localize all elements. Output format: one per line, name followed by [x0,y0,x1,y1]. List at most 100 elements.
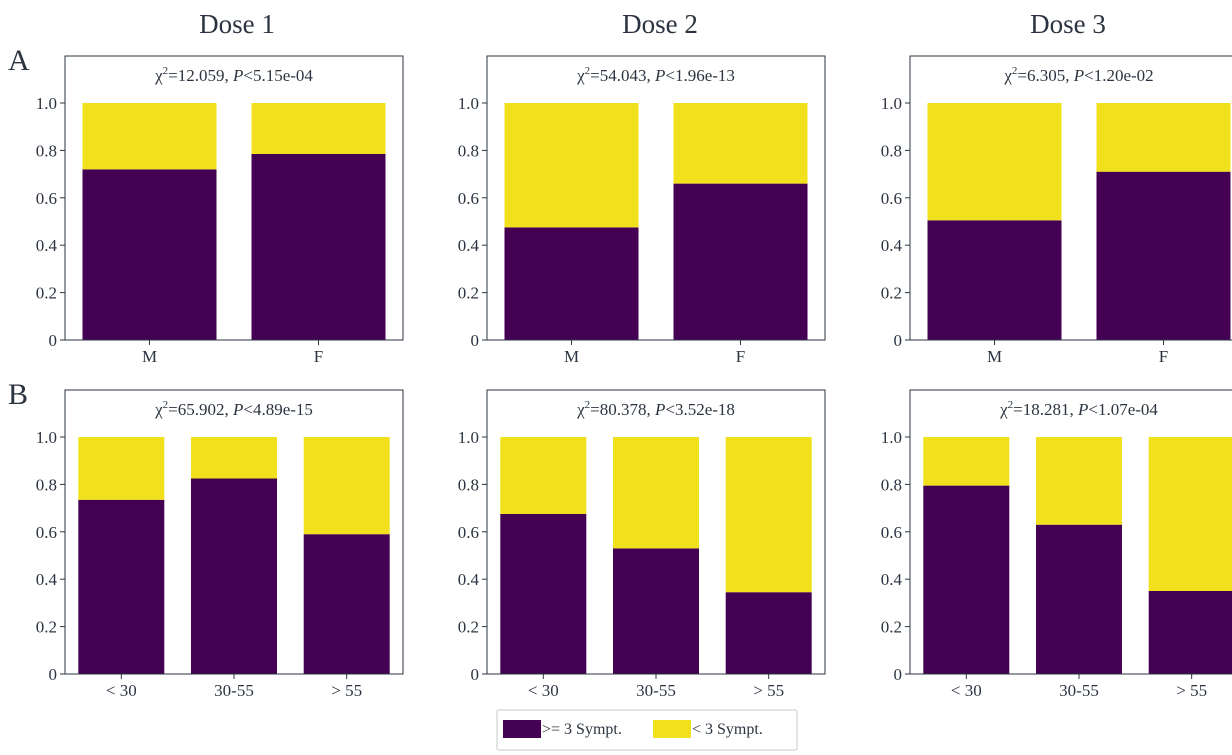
x-tick-label-a-dose3-0: M [987,347,1002,366]
y-tick-label-b-dose1-0: 0 [49,665,58,684]
y-tick-label-a-dose1-3: 0.6 [36,189,57,208]
column-title-dose-3: Dose 3 [1030,9,1106,39]
y-tick-label-a-dose2-2: 0.4 [458,236,480,255]
bar-b-dose3-ge3-1 [1036,524,1122,674]
y-tick-label-b-dose2-5: 1.0 [458,428,479,447]
bar-a-dose1-lt3-1 [251,103,386,154]
y-tick-label-b-dose3-1: 0.2 [881,618,902,637]
panel-a-dose1: M F 0 0.2 0.4 0.6 0.8 1.0 χ2=12.059, P<5.15e-04 [36,55,404,366]
bar-b-dose3-lt3-1 [1036,437,1122,525]
bar-b-dose1-ge3-2 [303,534,390,674]
bar-a-dose3-lt3-0 [927,103,1062,221]
stat-annotation-a-dose1: χ2=12.059, P<5.15e-04 [154,65,313,85]
panel-a-dose2: M F 0 0.2 0.4 0.6 0.8 1.0 χ2=54.043, P<1.96e-13 [458,55,826,366]
y-tick-label-a-dose3-0: 0 [894,331,903,350]
bar-b-dose1-lt3-1 [191,437,277,479]
y-tick-label-a-dose1-0: 0 [49,331,58,350]
legend: >= 3 Sympt. < 3 Sympt. [496,709,798,751]
y-tick-label-b-dose1-2: 0.4 [36,570,58,589]
x-tick-label-b-dose3-1: 30-55 [1059,681,1099,700]
bar-a-dose2-ge3-0 [504,227,639,340]
axes-frame-a-dose1 [64,55,404,341]
y-tick-label-a-dose2-4: 0.8 [458,141,479,160]
bar-b-dose2-ge3-1 [613,548,699,674]
x-tick-label-a-dose1-1: F [314,347,323,366]
y-tick-label-a-dose2-3: 0.6 [458,189,479,208]
stat-annotation-b-dose2: χ2=80.378, P<3.52e-18 [576,399,735,419]
bar-a-dose2-lt3-0 [504,103,639,228]
y-tick-label-a-dose1-2: 0.4 [36,236,58,255]
y-tick-label-b-dose2-0: 0 [471,665,480,684]
axes-frame-a-dose3 [909,55,1232,341]
y-tick-label-a-dose1-5: 1.0 [36,94,57,113]
axes-frame-b-dose1 [64,389,404,675]
y-tick-label-a-dose2-0: 0 [471,331,480,350]
legend-label-lt3: < 3 Sympt. [692,721,763,738]
x-tick-label-b-dose2-0: < 30 [528,681,559,700]
axes-frame-b-dose3 [909,389,1232,675]
y-tick-label-a-dose1-4: 0.8 [36,141,57,160]
legend-swatch-ge3 [503,720,541,738]
y-tick-label-b-dose3-5: 1.0 [881,428,902,447]
x-tick-label-b-dose1-1: 30-55 [214,681,254,700]
x-tick-label-a-dose1-0: M [142,347,157,366]
y-tick-label-a-dose3-1: 0.2 [881,284,902,303]
bar-a-dose3-ge3-0 [927,220,1062,340]
bar-a-dose1-ge3-0 [82,169,217,340]
bar-a-dose3-lt3-1 [1096,103,1231,172]
bar-b-dose1-ge3-1 [191,478,277,674]
x-tick-label-b-dose2-2: > 55 [753,681,784,700]
bar-a-dose2-lt3-1 [673,103,808,184]
panel-b-dose1: < 30 30-55 > 55 0 0.2 0.4 0.6 0.8 1.0 χ2=65.902, … [36,389,404,700]
y-tick-label-a-dose3-2: 0.4 [881,236,903,255]
bar-b-dose2-lt3-0 [500,437,587,514]
y-tick-label-a-dose3-5: 1.0 [881,94,902,113]
y-tick-label-b-dose1-1: 0.2 [36,618,57,637]
bar-b-dose2-lt3-1 [613,437,699,549]
y-tick-label-a-dose3-3: 0.6 [881,189,902,208]
y-tick-label-a-dose1-1: 0.2 [36,284,57,303]
y-tick-label-a-dose3-4: 0.8 [881,141,902,160]
bar-b-dose3-lt3-0 [923,437,1010,486]
y-tick-label-b-dose3-2: 0.4 [881,570,903,589]
x-tick-label-b-dose2-1: 30-55 [636,681,676,700]
panel-b-dose3: < 30 30-55 > 55 0 0.2 0.4 0.6 0.8 1.0 χ2=18.281, … [881,389,1232,700]
x-tick-label-a-dose2-1: F [736,347,745,366]
x-tick-label-b-dose1-2: > 55 [331,681,362,700]
legend-swatch-lt3 [653,720,691,738]
bar-a-dose3-ge3-1 [1096,171,1231,340]
bar-a-dose1-ge3-1 [251,154,386,340]
row-label-b: B [8,378,28,411]
y-tick-label-b-dose3-3: 0.6 [881,523,902,542]
y-tick-label-a-dose2-1: 0.2 [458,284,479,303]
y-tick-label-b-dose1-5: 1.0 [36,428,57,447]
bar-a-dose1-lt3-0 [82,103,217,170]
legend-frame [496,709,798,751]
bar-b-dose3-ge3-2 [1148,591,1232,674]
bar-b-dose2-ge3-2 [725,592,812,674]
stat-annotation-b-dose3: χ2=18.281, P<1.07e-04 [999,399,1158,419]
bar-b-dose1-lt3-2 [303,437,390,535]
panel-b-dose2: < 30 30-55 > 55 0 0.2 0.4 0.6 0.8 1.0 χ2=80.378, … [458,389,826,700]
x-tick-label-b-dose3-2: > 55 [1176,681,1207,700]
legend-label-ge3: >= 3 Sympt. [542,721,622,738]
y-tick-label-b-dose3-4: 0.8 [881,475,902,494]
bar-b-dose2-ge3-0 [500,514,587,674]
x-tick-label-a-dose2-0: M [564,347,579,366]
y-tick-label-b-dose2-3: 0.6 [458,523,479,542]
bar-b-dose1-ge3-0 [78,499,165,674]
stat-annotation-a-dose2: χ2=54.043, P<1.96e-13 [576,65,735,85]
y-tick-label-b-dose2-1: 0.2 [458,618,479,637]
x-tick-label-b-dose1-0: < 30 [106,681,137,700]
bar-b-dose2-lt3-2 [725,437,812,593]
y-tick-label-b-dose2-2: 0.4 [458,570,480,589]
bar-a-dose2-ge3-1 [673,183,808,340]
column-title-dose-1: Dose 1 [199,9,275,39]
y-tick-label-b-dose1-3: 0.6 [36,523,57,542]
bar-b-dose3-lt3-2 [1148,437,1232,591]
axes-frame-a-dose2 [486,55,826,341]
panel-a-dose3: M F 0 0.2 0.4 0.6 0.8 1.0 χ2=6.305, P<1.20e-02 [881,55,1232,366]
stat-annotation-b-dose1: χ2=65.902, P<4.89e-15 [154,399,313,419]
x-tick-label-b-dose3-0: < 30 [951,681,982,700]
